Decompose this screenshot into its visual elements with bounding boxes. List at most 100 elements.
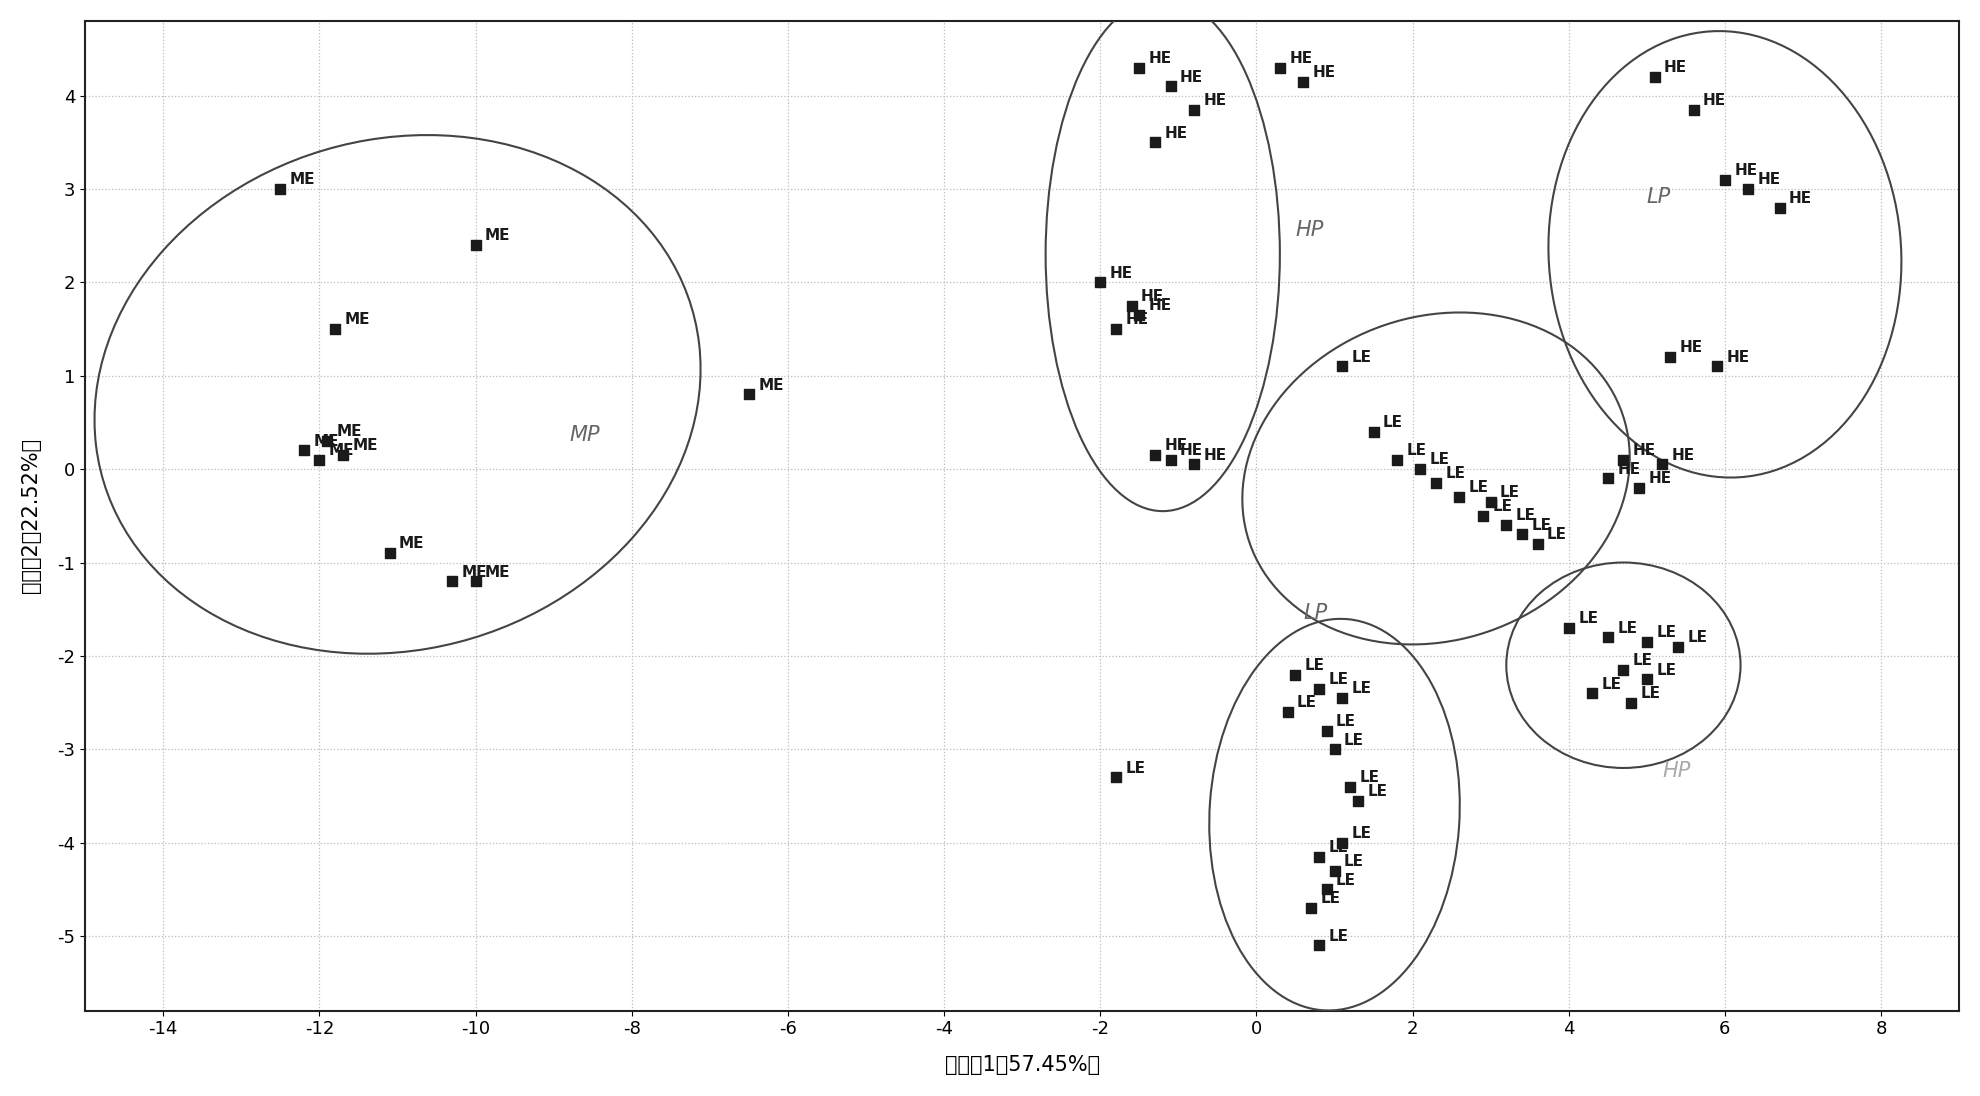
Text: LE: LE <box>1344 732 1364 747</box>
Y-axis label: 主成分2（22.52%）: 主成分2（22.52%） <box>22 438 42 593</box>
Point <box>1279 665 1311 683</box>
Point <box>327 446 358 464</box>
Point <box>1303 937 1335 955</box>
Text: HP: HP <box>1295 219 1325 240</box>
Point <box>1101 320 1133 338</box>
Text: ME: ME <box>337 424 362 439</box>
Text: LE: LE <box>1501 486 1521 500</box>
Point <box>1303 848 1335 866</box>
Point <box>1709 171 1740 189</box>
Text: HE: HE <box>1703 93 1727 107</box>
Point <box>1552 619 1584 637</box>
Text: HE: HE <box>1109 265 1133 281</box>
Text: LE: LE <box>1329 928 1348 944</box>
Text: LE: LE <box>1125 761 1144 776</box>
Text: LE: LE <box>1382 415 1404 430</box>
Text: LE: LE <box>1546 527 1566 543</box>
Point <box>1178 101 1210 118</box>
Text: HE: HE <box>1618 461 1639 477</box>
Point <box>1632 671 1663 688</box>
Point <box>1632 633 1663 651</box>
Point <box>1639 68 1671 85</box>
Text: LE: LE <box>1618 620 1637 636</box>
Point <box>1327 834 1358 852</box>
Point <box>1123 306 1154 323</box>
Text: HE: HE <box>1140 289 1164 304</box>
Text: MP: MP <box>570 425 600 445</box>
Point <box>1701 357 1732 375</box>
Text: LE: LE <box>1352 826 1372 841</box>
Text: HE: HE <box>1180 443 1204 458</box>
Point <box>1677 101 1709 118</box>
Text: HE: HE <box>1758 172 1780 187</box>
Point <box>1115 297 1146 315</box>
Text: HE: HE <box>1727 350 1750 365</box>
X-axis label: 主成分1（57.45%）: 主成分1（57.45%） <box>944 1055 1099 1075</box>
Text: HE: HE <box>1649 471 1671 487</box>
Point <box>1287 72 1319 90</box>
Point <box>374 545 406 562</box>
Text: HE: HE <box>1204 93 1226 107</box>
Point <box>1382 450 1414 468</box>
Text: LE: LE <box>1515 509 1536 524</box>
Text: LP: LP <box>1647 187 1671 207</box>
Point <box>1342 792 1374 810</box>
Text: LE: LE <box>1336 872 1356 888</box>
Text: LE: LE <box>1641 686 1661 701</box>
Text: LE: LE <box>1430 453 1449 467</box>
Text: LE: LE <box>1368 784 1388 799</box>
Text: ME: ME <box>329 443 354 458</box>
Point <box>319 320 350 338</box>
Text: ME: ME <box>758 378 784 392</box>
Point <box>1123 59 1154 77</box>
Point <box>1178 456 1210 473</box>
Text: LE: LE <box>1406 443 1426 458</box>
Point <box>311 432 343 449</box>
Text: LE: LE <box>1445 467 1465 481</box>
Point <box>1154 78 1186 95</box>
Text: LE: LE <box>1634 653 1653 669</box>
Point <box>1358 423 1390 441</box>
Text: LE: LE <box>1305 658 1325 673</box>
Point <box>1101 768 1133 786</box>
Point <box>1327 357 1358 375</box>
Point <box>459 572 491 590</box>
Text: ME: ME <box>485 564 511 580</box>
Text: ME: ME <box>313 434 339 448</box>
Text: LE: LE <box>1321 891 1340 906</box>
Text: ME: ME <box>352 438 378 454</box>
Point <box>1663 638 1695 655</box>
Point <box>1491 516 1523 534</box>
Point <box>1319 861 1350 879</box>
Text: LP: LP <box>1303 603 1327 623</box>
Point <box>1616 694 1647 711</box>
Text: HE: HE <box>1734 163 1758 178</box>
Text: HE: HE <box>1204 448 1226 463</box>
Text: LE: LE <box>1297 695 1317 710</box>
Point <box>1319 741 1350 758</box>
Point <box>1420 475 1451 492</box>
Point <box>1655 349 1687 366</box>
Text: LE: LE <box>1687 630 1707 644</box>
Text: LE: LE <box>1655 663 1677 677</box>
Point <box>1138 134 1170 151</box>
Point <box>1507 526 1538 544</box>
Text: LE: LE <box>1531 517 1550 533</box>
Text: HE: HE <box>1164 438 1188 454</box>
Point <box>1138 446 1170 464</box>
Point <box>1335 778 1366 796</box>
Point <box>436 572 467 590</box>
Point <box>1647 456 1679 473</box>
Text: ME: ME <box>345 312 370 328</box>
Point <box>1404 460 1436 478</box>
Text: HE: HE <box>1663 60 1687 76</box>
Point <box>303 450 335 468</box>
Point <box>265 180 297 197</box>
Text: HE: HE <box>1148 50 1172 66</box>
Point <box>1576 685 1608 703</box>
Text: LE: LE <box>1602 676 1622 692</box>
Point <box>1327 689 1358 707</box>
Text: LE: LE <box>1336 713 1356 729</box>
Point <box>459 237 491 254</box>
Text: ME: ME <box>461 564 487 580</box>
